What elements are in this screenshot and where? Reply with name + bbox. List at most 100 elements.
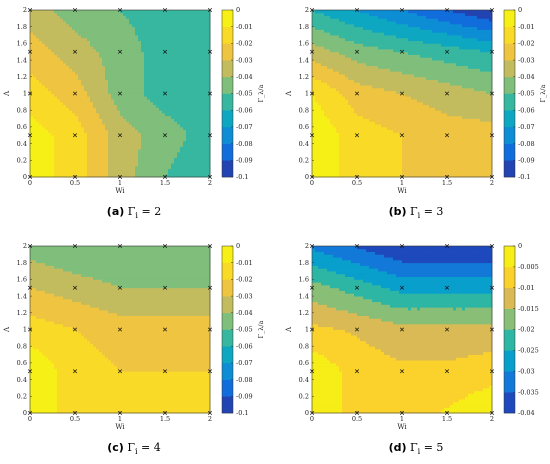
contour-cell bbox=[120, 13, 123, 16]
contour-cell bbox=[66, 63, 69, 66]
contour-cell bbox=[180, 171, 183, 174]
contour-cell bbox=[72, 68, 75, 71]
contour-cell bbox=[42, 16, 45, 19]
contour-cell bbox=[30, 38, 33, 41]
contour-cell bbox=[48, 135, 51, 138]
contour-cell bbox=[36, 116, 39, 119]
contour-cell bbox=[354, 85, 357, 88]
contour-cell bbox=[84, 57, 87, 60]
contour-cell bbox=[201, 132, 204, 135]
contour-cell bbox=[354, 149, 357, 152]
contour-cell bbox=[198, 141, 201, 144]
contour-cell bbox=[183, 13, 186, 16]
contour-cell bbox=[54, 46, 57, 49]
contour-cell bbox=[321, 155, 324, 158]
contour-cell bbox=[345, 60, 348, 63]
contour-cell bbox=[180, 71, 183, 74]
contour-cell bbox=[201, 68, 204, 71]
contour-cell bbox=[342, 63, 345, 66]
contour-cell bbox=[363, 49, 366, 52]
contour-cell bbox=[363, 68, 366, 71]
contour-cell bbox=[42, 21, 45, 24]
contour-cell bbox=[114, 66, 117, 69]
contour-cell bbox=[321, 149, 324, 152]
contour-cell bbox=[60, 158, 63, 161]
contour-cell bbox=[318, 80, 321, 83]
contour-cell bbox=[354, 130, 357, 133]
contour-cell bbox=[180, 152, 183, 155]
contour-cell bbox=[87, 163, 90, 166]
contour-cell bbox=[141, 85, 144, 88]
contour-cell bbox=[141, 94, 144, 97]
colorbar-segment bbox=[222, 160, 233, 177]
contour-cell bbox=[36, 77, 39, 80]
contour-cell bbox=[318, 96, 321, 99]
contour-cell bbox=[330, 32, 333, 35]
contour-cell bbox=[162, 74, 165, 77]
contour-cell bbox=[342, 130, 345, 133]
contour-cell bbox=[345, 113, 348, 116]
contour-cell bbox=[189, 74, 192, 77]
contour-cell bbox=[171, 169, 174, 172]
contour-cell bbox=[108, 107, 111, 110]
contour-cell bbox=[147, 130, 150, 133]
caption-value: = 2 bbox=[138, 205, 161, 218]
contour-cell bbox=[204, 141, 207, 144]
contour-cell bbox=[36, 146, 39, 149]
contour-cell bbox=[141, 55, 144, 58]
contour-cell bbox=[150, 24, 153, 27]
contour-cell bbox=[135, 130, 138, 133]
contour-cell bbox=[192, 18, 195, 21]
contour-cell bbox=[369, 152, 372, 155]
contour-cell bbox=[183, 155, 186, 158]
contour-cell bbox=[126, 46, 129, 49]
contour-cell bbox=[183, 88, 186, 91]
contour-cell bbox=[132, 46, 135, 49]
contour-cell bbox=[66, 155, 69, 158]
contour-cell bbox=[60, 163, 63, 166]
contour-cell bbox=[78, 38, 81, 41]
contour-cell bbox=[132, 63, 135, 66]
contour-cell bbox=[57, 124, 60, 127]
contour-cell bbox=[195, 10, 198, 13]
contour-cell bbox=[159, 10, 162, 13]
contour-cell bbox=[369, 113, 372, 116]
contour-cell bbox=[51, 29, 54, 32]
contour-cell bbox=[342, 32, 345, 35]
contour-cell bbox=[87, 18, 90, 21]
contour-cell bbox=[96, 96, 99, 99]
contour-cell bbox=[333, 171, 336, 174]
contour-cell bbox=[111, 77, 114, 80]
contour-cell bbox=[174, 107, 177, 110]
contour-cell bbox=[324, 63, 327, 66]
contour-cell bbox=[93, 113, 96, 116]
contour-cell bbox=[333, 119, 336, 122]
contour-cell bbox=[168, 57, 171, 60]
contour-cell bbox=[315, 32, 318, 35]
contour-cell bbox=[45, 121, 48, 124]
colorbar-segment bbox=[222, 94, 233, 111]
contour-cell bbox=[69, 171, 72, 174]
contour-cell bbox=[84, 49, 87, 52]
contour-cell bbox=[39, 13, 42, 16]
contour-cell bbox=[66, 80, 69, 83]
contour-cell bbox=[348, 124, 351, 127]
contour-cell bbox=[45, 132, 48, 135]
contour-cell bbox=[327, 21, 330, 24]
contour-cell bbox=[156, 110, 159, 113]
contour-cell bbox=[96, 13, 99, 16]
contour-cell bbox=[156, 144, 159, 147]
contour-cell bbox=[57, 68, 60, 71]
contour-cell bbox=[348, 127, 351, 130]
contour-cell bbox=[156, 91, 159, 94]
contour-cell bbox=[75, 74, 78, 77]
contour-cell bbox=[126, 13, 129, 16]
contour-cell bbox=[351, 132, 354, 135]
contour-cell bbox=[312, 102, 315, 105]
contour-cell bbox=[51, 121, 54, 124]
contour-cell bbox=[48, 144, 51, 147]
contour-cell bbox=[345, 99, 348, 102]
contour-cell bbox=[72, 24, 75, 27]
contour-cell bbox=[363, 24, 366, 27]
contour-cell bbox=[186, 152, 189, 155]
